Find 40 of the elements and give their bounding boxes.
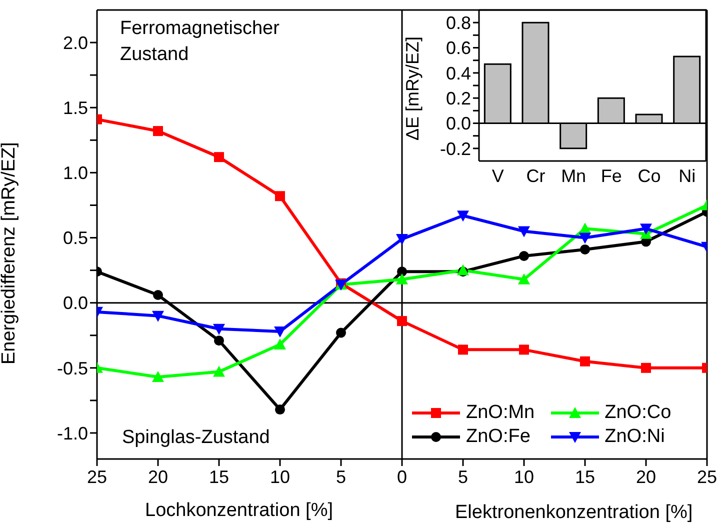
x-tick-label: 5 — [458, 466, 468, 487]
x-tick-label: 20 — [636, 466, 656, 487]
x-tick-label: V — [492, 166, 504, 186]
x-tick-label: 5 — [336, 466, 346, 487]
x-tick-label: 25 — [696, 466, 717, 487]
annotation: Ferromagnetischer Zustand — [120, 17, 280, 67]
x-tick-label: 10 — [270, 466, 290, 487]
y-tick-label: 2.0 — [62, 32, 88, 53]
x-tick-label: Ni — [678, 166, 696, 186]
legend-label: ZnO:Fe — [466, 426, 530, 448]
x-tick-label: Co — [638, 166, 661, 186]
y-tick-label: 0.5 — [62, 228, 88, 248]
y-tick-label: 1.5 — [62, 98, 88, 118]
y-tick-label: 0.4 — [446, 63, 471, 84]
y-tick-label: 0.8 — [446, 12, 471, 33]
legend-label: ZnO:Mn — [466, 402, 535, 424]
x-tick-label: 10 — [514, 466, 534, 487]
x-tick-label: Fe — [600, 166, 622, 186]
legend-label: ZnO:Ni — [604, 426, 665, 448]
y-tick-label: 0.0 — [446, 114, 471, 134]
y-tick-label: 0.0 — [62, 293, 88, 314]
x-axis-title: Lochkonzentration [%] — [145, 500, 334, 522]
y-tick-label: -1.0 — [56, 423, 88, 444]
y-tick-label: 0.2 — [446, 88, 471, 108]
y-tick-label: 0.6 — [446, 38, 471, 58]
x-tick-label: 20 — [148, 466, 168, 487]
annotation: Spinglas-Zustand — [122, 426, 270, 450]
y-tick-label: -0.5 — [56, 358, 88, 378]
x-tick-label: 15 — [208, 466, 230, 487]
text: Elektronenkonzentration [%] — [455, 501, 693, 525]
y-axis-title: ΔE [mRy/EZ] — [402, 36, 422, 140]
x-tick-label: 0 — [396, 466, 408, 487]
x-tick-label: 15 — [574, 466, 596, 487]
x-tick-label: Mn — [561, 166, 586, 186]
x-tick-label: Cr — [526, 166, 546, 186]
y-axis-title: Energiedifferenz [mRy/EZ] — [0, 142, 20, 364]
y-tick-label: 1.0 — [62, 163, 88, 184]
legend-label: ZnO:Co — [604, 402, 672, 424]
y-tick-label: -0.2 — [440, 138, 471, 159]
x-tick-label: 25 — [86, 466, 108, 487]
